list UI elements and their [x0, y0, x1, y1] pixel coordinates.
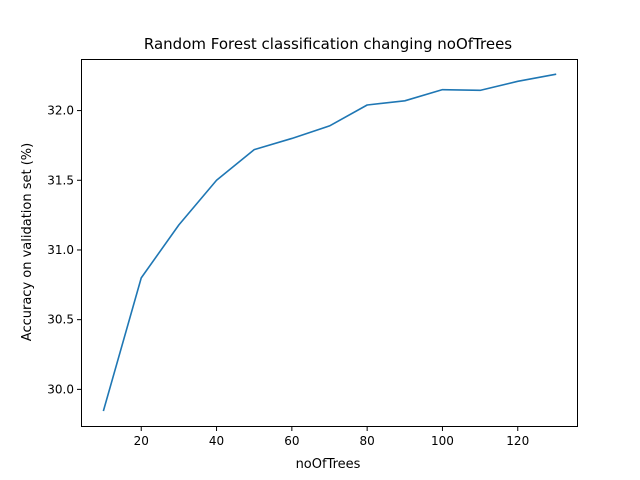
x-tick-label: 120 [506, 434, 529, 448]
plot-frame [81, 59, 578, 427]
plot-area [81, 59, 578, 427]
y-axis-ticks: 30.0 30.5 31.0 31.5 32.0 [47, 104, 81, 396]
x-tick-label: 100 [431, 434, 454, 448]
series-line-accuracy [102, 73, 557, 412]
x-tick-label: 80 [360, 434, 375, 448]
y-tick-label: 32.0 [47, 104, 74, 118]
y-tick-label: 31.0 [47, 243, 74, 257]
x-axis-ticks: 20 40 60 80 100 120 [134, 427, 529, 448]
x-tick-label: 40 [209, 434, 224, 448]
x-tick-label: 20 [134, 434, 149, 448]
y-tick-label: 31.5 [47, 173, 74, 187]
y-axis-label: Accuracy on validation set (%) [20, 143, 35, 341]
y-tick-label: 30.0 [47, 382, 74, 396]
x-tick-label: 60 [284, 434, 299, 448]
x-axis-label: noOfTrees [296, 457, 361, 472]
y-tick-label: 30.5 [47, 313, 74, 327]
chart-title: Random Forest classification changing no… [144, 35, 512, 53]
